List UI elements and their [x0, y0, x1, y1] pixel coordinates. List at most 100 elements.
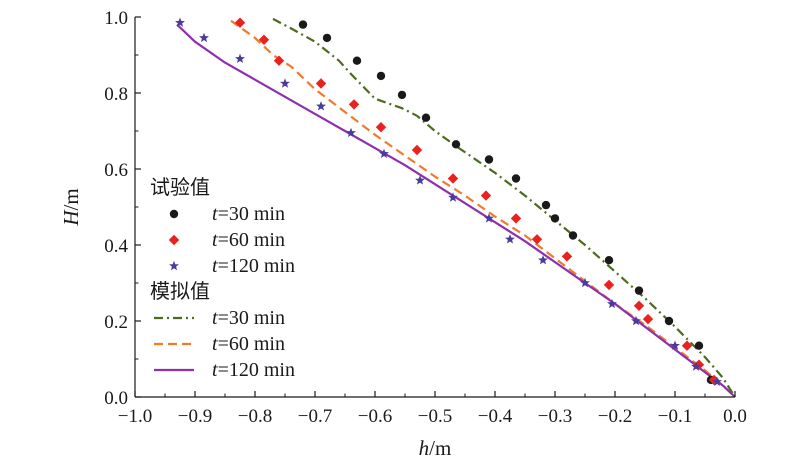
x-tick-label: −0.8 — [238, 406, 272, 427]
legend-label-var: t — [212, 203, 218, 225]
point-exp_60-11 — [561, 251, 573, 262]
legend-label-var: t — [212, 255, 218, 277]
y-axis-label-unit: /m — [59, 188, 83, 210]
point-exp_60-2 — [273, 55, 285, 66]
x-axis-label-var: h — [419, 436, 430, 460]
point-exp_30-14 — [664, 316, 674, 326]
point-exp_120-10 — [505, 234, 515, 244]
legend-label-var: t — [212, 307, 218, 329]
x-tick-label: −0.1 — [658, 406, 692, 427]
point-exp_120-7 — [415, 175, 425, 185]
point-exp_120-12 — [580, 277, 590, 288]
point-exp_60-13 — [633, 300, 645, 311]
point-exp_60-8 — [480, 190, 492, 201]
point-exp_120-0 — [175, 17, 185, 27]
point-exp_60-9 — [510, 213, 522, 224]
point-exp_30-3 — [376, 71, 386, 81]
y-axis-label-var: H — [59, 209, 83, 227]
legend-label-rest: =60 min — [218, 333, 285, 355]
y-axis-label: H/m — [59, 188, 83, 226]
point-exp_120-16 — [691, 361, 701, 371]
series-line-sim_60 — [230, 19, 736, 398]
x-tick-label: −0.4 — [478, 406, 513, 427]
point-exp_60-4 — [348, 99, 360, 110]
legend-label-var: t — [212, 229, 218, 251]
point-exp_30-13 — [634, 286, 644, 295]
y-tick-label: 0.8 — [104, 84, 128, 105]
point-exp_120-1 — [199, 32, 209, 43]
point-exp_120-3 — [280, 78, 290, 88]
point-exp_120-5 — [346, 127, 356, 138]
y-tick-label: 1.0 — [104, 8, 128, 29]
x-tick-label: 0.0 — [723, 406, 747, 427]
legend-label-sim_30: t=30 min — [212, 307, 285, 329]
point-exp_120-8 — [448, 192, 458, 202]
legend-label-rest: =30 min — [218, 203, 285, 225]
point-exp_60-1 — [258, 34, 270, 45]
point-exp_60-12 — [603, 279, 615, 291]
point-exp_30-4 — [397, 90, 407, 100]
point-exp_120-13 — [607, 298, 617, 309]
legend-group-title-1: 模拟值 — [150, 279, 210, 303]
scatter-series-layer — [175, 17, 722, 387]
point-exp_120-2 — [235, 53, 245, 64]
legend-label-rest: =120 min — [218, 359, 295, 381]
y-tick-label: 0.2 — [104, 312, 128, 333]
y-tick-label: 0.4 — [104, 236, 128, 257]
legend-group-title-0: 试验值 — [150, 175, 210, 199]
point-exp_60-10 — [531, 234, 543, 245]
legend-label-exp_120: t=120 min — [212, 255, 295, 277]
legend-label-sim_60: t=60 min — [212, 333, 285, 355]
point-exp_30-10 — [550, 214, 560, 223]
point-exp_120-9 — [484, 213, 494, 223]
point-exp_60-14 — [642, 313, 654, 325]
x-tick-label: −0.2 — [598, 406, 632, 427]
legend-label-var: t — [212, 359, 218, 381]
legend-label-rest: =120 min — [218, 255, 295, 277]
legend-symbol-exp_120 — [169, 260, 179, 271]
legend-label-rest: =60 min — [218, 229, 285, 251]
legend-symbol-exp_30 — [169, 209, 179, 219]
x-tick-label: −0.3 — [538, 406, 572, 427]
series-line-sim_120 — [176, 23, 736, 398]
y-tick-label: 0.6 — [104, 160, 128, 181]
point-exp_30-12 — [604, 256, 614, 265]
point-exp_120-6 — [379, 148, 389, 159]
point-exp_60-5 — [375, 122, 387, 133]
legend-label-var: t — [212, 333, 218, 355]
x-tick-label: −1.0 — [118, 406, 152, 427]
point-exp_60-6 — [411, 144, 423, 156]
point-exp_30-6 — [451, 140, 461, 149]
point-exp_30-0 — [298, 20, 308, 29]
x-axis-label: h/m — [419, 436, 452, 460]
point-exp_120-17 — [712, 376, 722, 387]
point-exp_30-9 — [541, 200, 551, 210]
x-tick-label: −0.5 — [418, 406, 452, 427]
x-tick-label: −0.9 — [178, 406, 212, 427]
point-exp_120-14 — [631, 315, 641, 326]
point-exp_30-2 — [352, 56, 362, 65]
legend-label-exp_30: t=30 min — [212, 203, 285, 225]
point-exp_30-11 — [568, 231, 578, 240]
x-axis-label-unit: /m — [429, 436, 451, 460]
axes: −1.0 −0.9 −0.8 −0.7 −0.6 −0.5 −0.4 −0.3 −0.2 −0.1… — [59, 8, 747, 460]
y-tick-label: 0.0 — [104, 388, 128, 409]
legend-label-sim_120: t=120 min — [212, 359, 295, 381]
point-exp_60-0 — [234, 17, 246, 28]
point-exp_30-7 — [484, 155, 494, 164]
point-exp_120-11 — [538, 255, 548, 265]
point-exp_60-3 — [315, 78, 327, 89]
point-exp_120-15 — [670, 340, 680, 350]
point-exp_60-15 — [681, 340, 693, 351]
x-tick-label: −0.6 — [358, 406, 392, 427]
point-exp_60-7 — [447, 173, 459, 184]
legend-label-rest: =30 min — [218, 307, 285, 329]
point-exp_30-15 — [694, 341, 704, 350]
point-exp_30-8 — [511, 174, 521, 183]
point-exp_30-5 — [421, 113, 431, 122]
legend-label-exp_60: t=60 min — [212, 229, 285, 251]
x-tick-label: −0.7 — [298, 406, 332, 427]
